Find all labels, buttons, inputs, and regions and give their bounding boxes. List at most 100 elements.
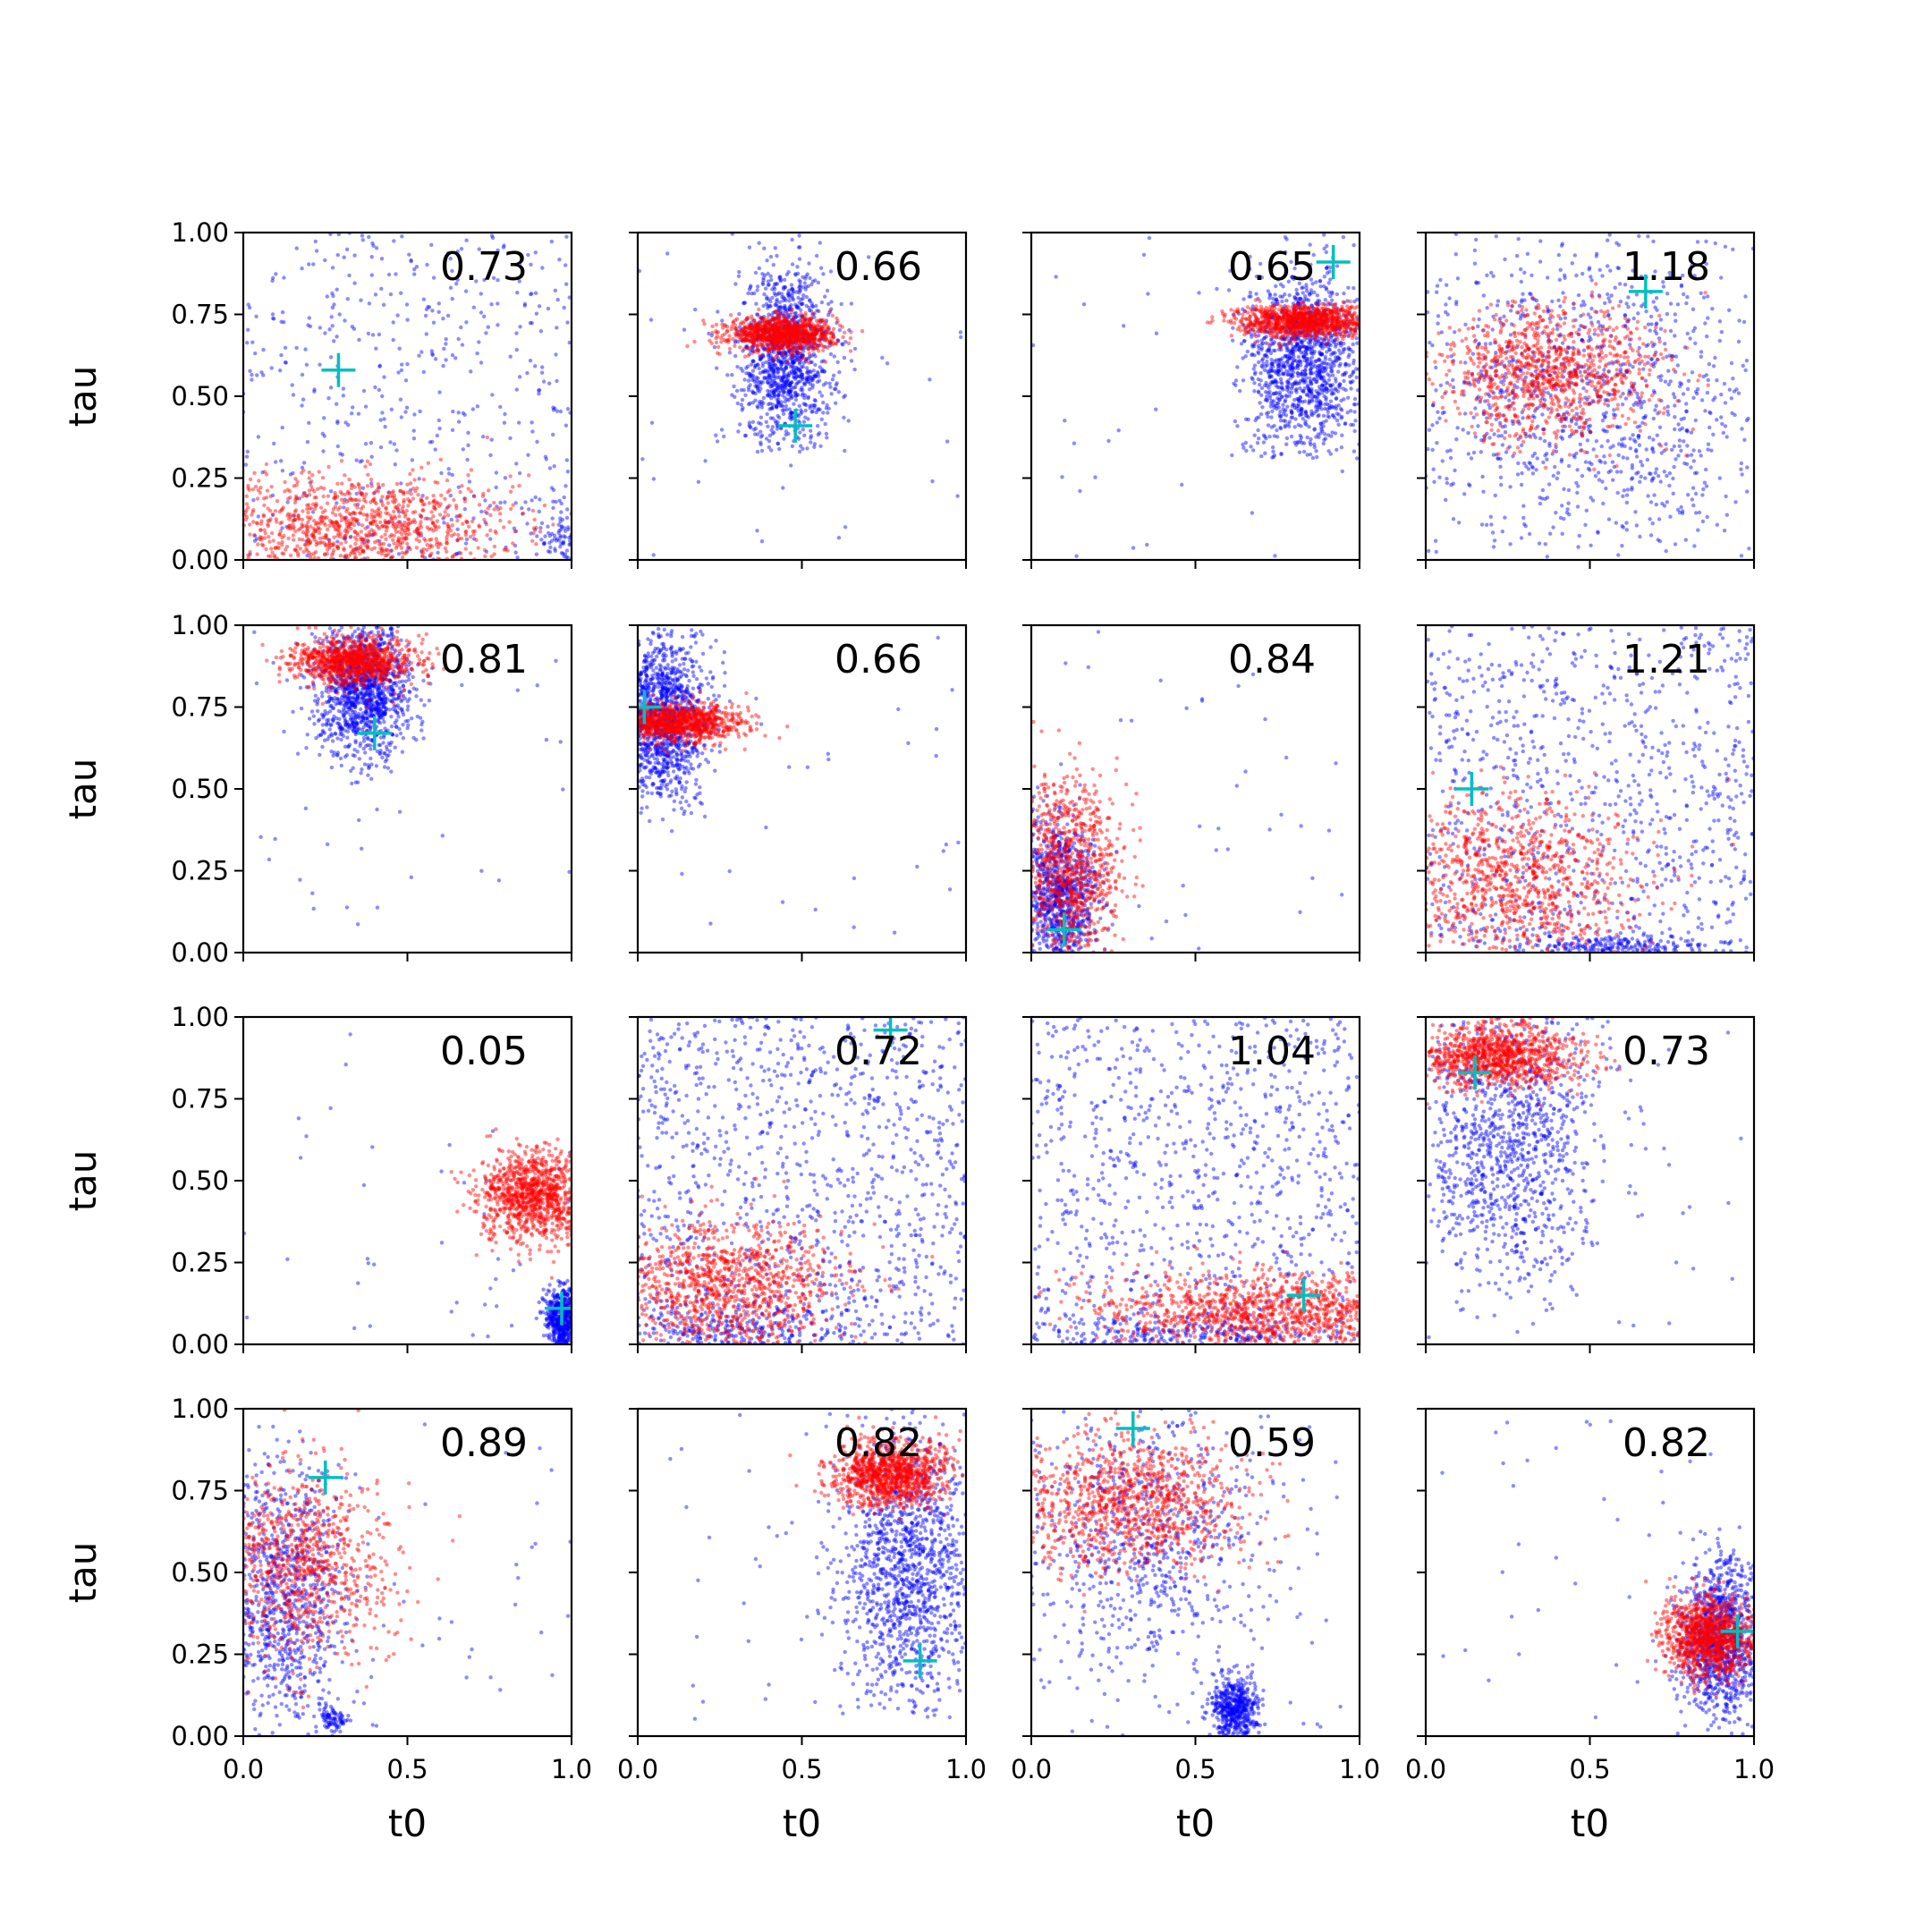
blue-sample-point <box>1295 363 1301 368</box>
blue-sample-point <box>778 275 783 279</box>
red-sample-point <box>431 521 436 526</box>
red-sample-point <box>285 526 291 530</box>
blue-sample-point <box>1264 364 1268 369</box>
blue-sample-point <box>778 346 783 351</box>
red-sample-point <box>780 340 784 344</box>
blue-sample-point <box>789 380 794 385</box>
blue-sample-point <box>1269 361 1274 366</box>
blue-sample-point <box>775 343 779 348</box>
red-sample-point <box>784 321 788 326</box>
blue-sample-point <box>271 513 275 518</box>
red-sample-point <box>390 519 395 523</box>
blue-sample-point <box>770 295 775 301</box>
blue-sample-point <box>703 459 708 463</box>
blue-sample-point <box>796 419 801 423</box>
red-sample-point <box>777 335 782 339</box>
blue-sample-point <box>790 355 794 360</box>
blue-sample-point <box>1275 361 1280 366</box>
red-sample-point <box>796 335 801 339</box>
blue-sample-point <box>788 392 793 397</box>
blue-sample-point <box>1332 332 1337 336</box>
red-sample-point <box>404 536 409 541</box>
red-sample-point <box>259 538 264 542</box>
blue-sample-point <box>782 313 786 318</box>
blue-sample-point <box>812 398 817 402</box>
red-sample-point <box>780 343 784 347</box>
blue-sample-point <box>1326 344 1331 349</box>
red-sample-point <box>757 328 761 333</box>
blue-sample-point <box>1252 353 1257 358</box>
blue-sample-point <box>1310 371 1315 376</box>
blue-sample-point <box>772 291 776 295</box>
red-sample-point <box>780 337 784 342</box>
blue-sample-point <box>794 290 799 294</box>
blue-sample-point <box>801 296 805 301</box>
red-sample-point <box>384 524 389 530</box>
red-sample-point <box>803 338 808 343</box>
red-sample-point <box>793 326 799 331</box>
red-sample-point <box>777 316 782 320</box>
red-sample-point <box>355 505 360 510</box>
blue-sample-point <box>755 449 760 454</box>
red-sample-point <box>819 326 824 330</box>
blue-sample-point <box>1332 340 1336 345</box>
red-sample-point <box>392 522 396 527</box>
blue-sample-point <box>1303 410 1309 415</box>
blue-sample-point <box>813 326 818 332</box>
blue-sample-point <box>1328 277 1333 282</box>
red-sample-point <box>805 332 809 336</box>
blue-sample-point <box>1333 415 1337 420</box>
red-sample-point <box>401 490 405 495</box>
blue-sample-point <box>1293 343 1299 349</box>
red-sample-point <box>787 327 792 332</box>
blue-sample-point <box>769 313 774 318</box>
blue-sample-point <box>791 360 795 366</box>
blue-sample-point <box>407 546 411 550</box>
blue-sample-point <box>1278 294 1283 299</box>
red-sample-point <box>343 553 349 557</box>
blue-sample-point <box>792 324 797 329</box>
red-sample-point <box>334 513 338 517</box>
red-sample-point <box>344 526 349 531</box>
red-sample-point <box>774 326 778 331</box>
blue-sample-point <box>1258 261 1263 267</box>
red-sample-point <box>431 500 436 504</box>
blue-sample-point <box>1321 321 1326 326</box>
blue-sample-point <box>776 335 782 339</box>
blue-sample-point <box>1298 311 1302 316</box>
blue-sample-point <box>1316 414 1320 419</box>
blue-sample-point <box>797 327 801 332</box>
blue-sample-point <box>513 529 519 534</box>
blue-sample-point <box>775 427 780 431</box>
blue-sample-point <box>1291 344 1295 349</box>
red-sample-point <box>796 325 801 329</box>
red-sample-point <box>775 333 779 338</box>
blue-sample-point <box>1276 369 1282 374</box>
red-sample-point <box>733 318 738 323</box>
red-sample-point <box>815 329 819 335</box>
red-sample-point <box>1312 320 1317 326</box>
blue-sample-point <box>796 368 801 372</box>
red-sample-point <box>779 345 784 350</box>
blue-sample-point <box>517 279 521 284</box>
red-sample-point <box>364 532 369 537</box>
blue-sample-point <box>330 324 335 328</box>
blue-sample-point <box>1336 341 1342 346</box>
blue-sample-point <box>373 292 378 297</box>
red-sample-point <box>791 327 795 332</box>
red-sample-point <box>803 357 808 362</box>
blue-sample-point <box>549 538 555 543</box>
blue-sample-point <box>800 372 804 377</box>
blue-sample-point <box>1336 422 1341 427</box>
blue-sample-point <box>1280 356 1284 360</box>
red-sample-point <box>261 543 266 548</box>
blue-sample-point <box>1338 352 1343 356</box>
red-sample-point <box>322 516 326 521</box>
blue-sample-point <box>800 355 804 360</box>
red-sample-point <box>741 335 745 340</box>
blue-sample-point <box>1288 366 1293 371</box>
blue-sample-point <box>1323 354 1328 359</box>
blue-sample-point <box>301 461 307 465</box>
blue-sample-point <box>1122 324 1126 328</box>
red-sample-point <box>767 337 772 343</box>
